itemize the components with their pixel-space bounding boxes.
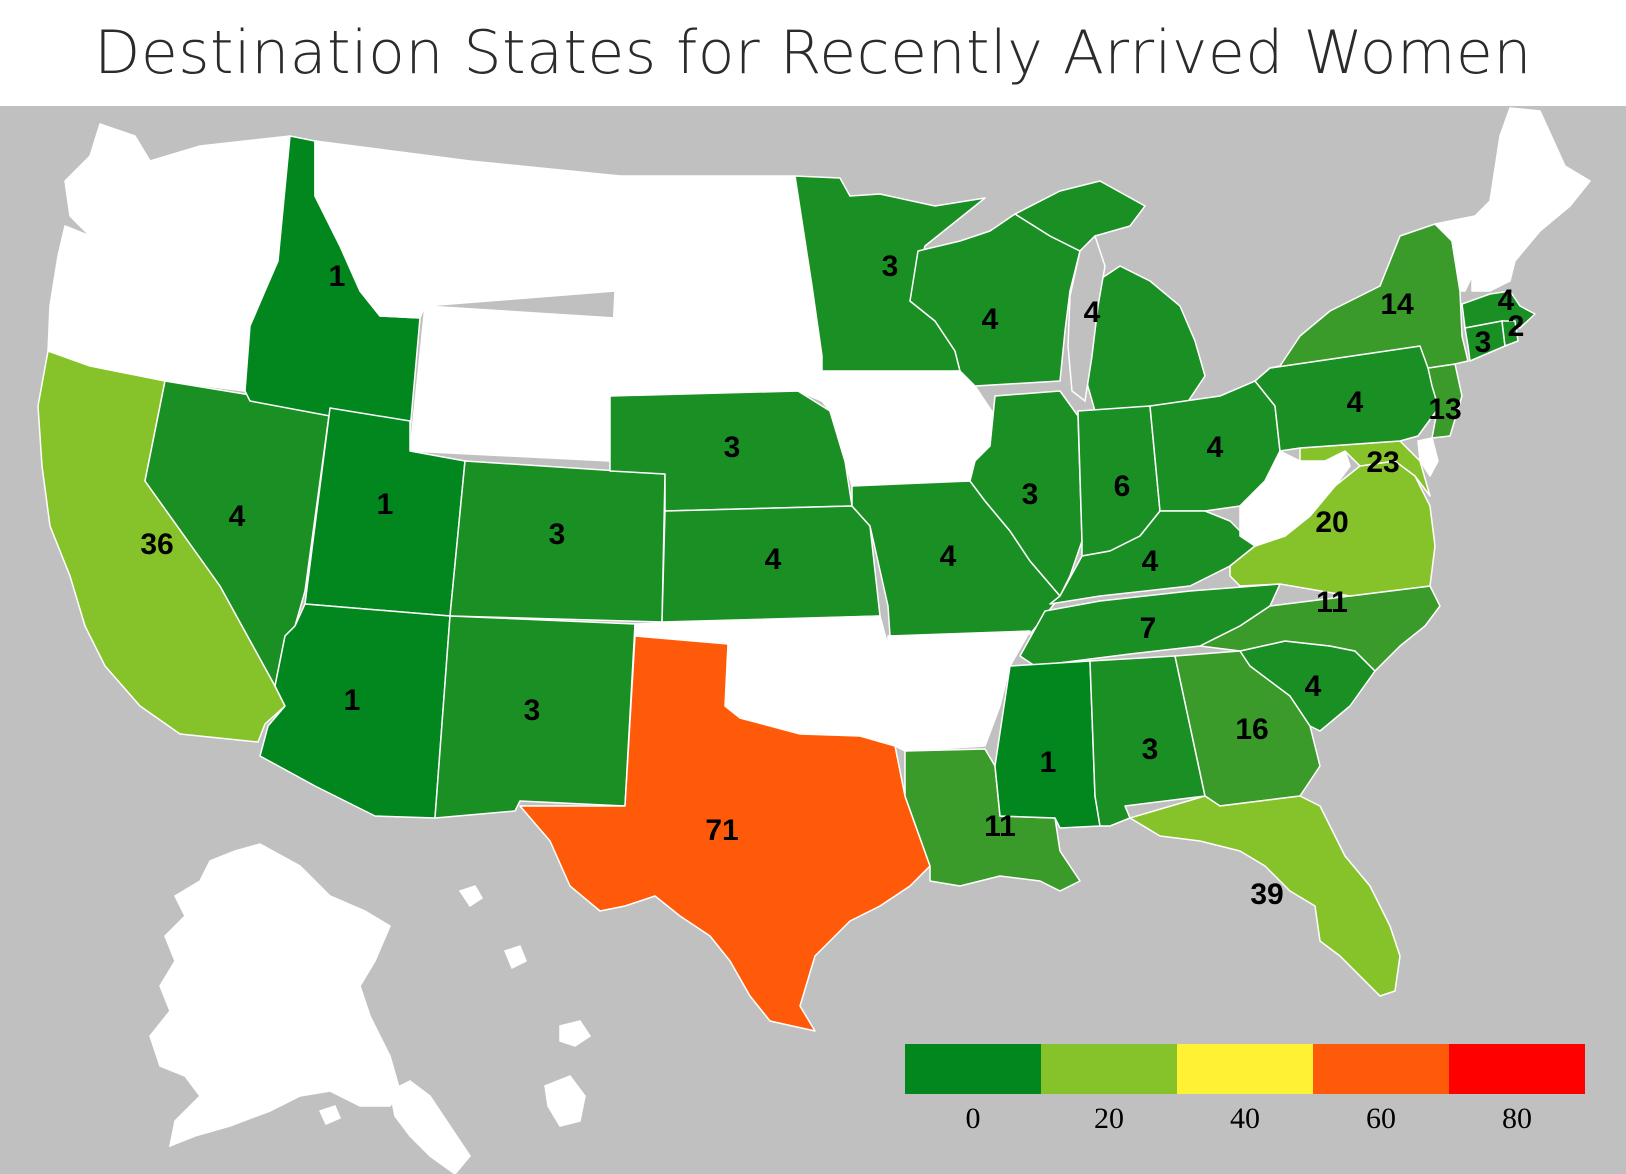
state-value-label-oh: 4 (1207, 431, 1224, 464)
state-value-label-tn: 7 (1140, 612, 1157, 645)
state-value-label-ut: 1 (377, 488, 394, 521)
state-value-label-al: 3 (1142, 733, 1159, 766)
state-nd[interactable] (614, 175, 813, 292)
state-value-label-az: 1 (344, 684, 361, 717)
state-value-label-ny: 14 (1380, 288, 1414, 321)
state-value-label-ks: 4 (765, 543, 782, 576)
legend-tick-80: 80 (1502, 1102, 1532, 1135)
state-wy[interactable] (409, 305, 616, 462)
state-value-label-ma: 4 (1498, 284, 1515, 317)
alaska-island (458, 885, 484, 908)
state-value-label-mn: 3 (882, 250, 899, 283)
state-value-label-wi: 4 (982, 303, 999, 336)
legend-tick-0: 0 (965, 1102, 981, 1135)
map-title: Destination States for Recently Arrived … (94, 18, 1532, 88)
state-value-label-id: 1 (329, 260, 346, 293)
state-value-label-in: 6 (1114, 470, 1131, 503)
legend-tick-60: 60 (1366, 1102, 1396, 1135)
state-tx[interactable] (519, 635, 931, 1032)
state-value-label-md: 23 (1366, 446, 1399, 479)
alaska-island (504, 945, 527, 970)
legend-tick-20: 20 (1094, 1102, 1124, 1135)
state-value-label-nc: 11 (1316, 586, 1348, 619)
state-value-label-pa: 4 (1347, 386, 1364, 419)
states-layer (37, 107, 1591, 1032)
state-nc[interactable] (1199, 585, 1441, 672)
state-value-label-mi: 4 (1084, 296, 1101, 329)
state-value-label-fl: 39 (1250, 878, 1283, 911)
legend-swatch-20-40 (1041, 1044, 1177, 1094)
state-wi[interactable] (909, 213, 1081, 387)
state-ny[interactable] (1269, 223, 1469, 369)
state-ct[interactable] (1464, 320, 1506, 362)
state-value-label-tx: 71 (705, 814, 738, 847)
state-ak[interactable] (149, 843, 401, 1148)
state-ia[interactable] (821, 370, 996, 487)
legend-swatch-40-60 (1177, 1044, 1313, 1094)
legend-swatch-60-80 (1313, 1044, 1449, 1094)
state-mi-up[interactable] (1014, 180, 1146, 252)
legend-tick-40: 40 (1230, 1102, 1260, 1135)
lake-michigan (1067, 234, 1106, 403)
state-value-label-ga: 16 (1235, 713, 1268, 746)
state-value-label-ca: 36 (140, 528, 173, 561)
alaska (149, 843, 592, 1174)
state-value-label-la: 11 (984, 810, 1016, 843)
alaska-island (318, 1105, 341, 1125)
map-area: 36 4 1 1 1 3 3 3 4 71 3 4 11 4 3 4 6 4 4 7 1 3 16 39 4 11 20 23 4 13 1… (0, 106, 1626, 1174)
state-value-label-va: 20 (1315, 506, 1348, 539)
state-me[interactable] (1489, 107, 1591, 282)
state-value-label-mo: 4 (940, 540, 957, 573)
color-legend: 0 20 40 60 80 (905, 1044, 1585, 1154)
state-value-label-nv: 4 (229, 500, 246, 533)
legend-swatch-80-100 (1449, 1044, 1585, 1094)
state-sd[interactable] (609, 285, 823, 402)
state-value-label-ne: 3 (724, 431, 741, 464)
state-ri[interactable] (1501, 320, 1519, 347)
state-ky[interactable] (1049, 510, 1256, 605)
state-md[interactable] (1299, 440, 1431, 497)
state-fl[interactable] (1129, 795, 1401, 997)
state-mi[interactable] (1084, 265, 1206, 412)
state-value-label-sc: 4 (1305, 670, 1322, 703)
state-value-label-ky: 4 (1142, 545, 1159, 578)
alaska-island (544, 1075, 586, 1127)
state-de[interactable] (1417, 437, 1439, 477)
state-value-label-co: 3 (549, 518, 566, 551)
alaska-island (559, 1020, 592, 1047)
state-value-label-nm: 3 (524, 694, 541, 727)
legend-swatch-0-20 (905, 1044, 1041, 1094)
state-nj[interactable] (1427, 363, 1463, 439)
state-mt[interactable] (314, 140, 621, 319)
alaska-panhandle (389, 1080, 471, 1174)
state-value-label-ct: 3 (1475, 326, 1492, 359)
state-value-label-ri: 2 (1508, 310, 1525, 343)
state-ms[interactable] (994, 660, 1101, 829)
state-ks[interactable] (661, 505, 881, 623)
state-value-label-il: 3 (1022, 478, 1039, 511)
state-value-label-ms: 1 (1040, 746, 1057, 779)
state-value-label-nj: 13 (1428, 393, 1461, 426)
state-ar[interactable] (887, 630, 1031, 752)
